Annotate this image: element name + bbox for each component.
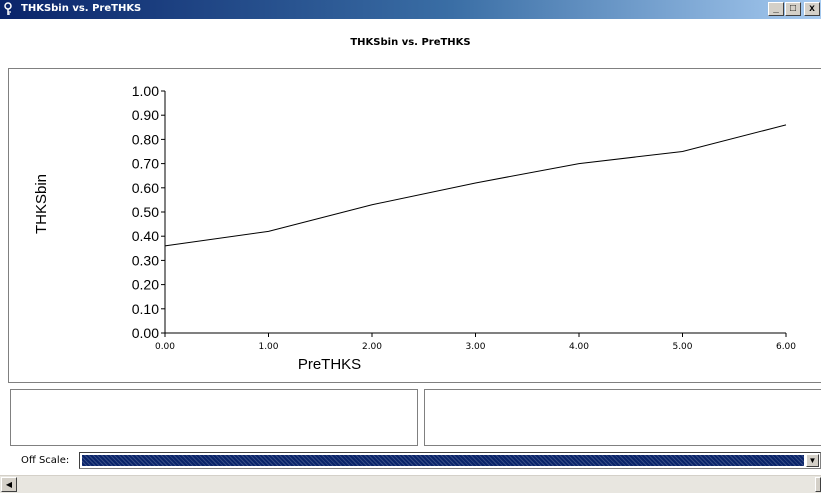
line-chart: 0.00 0.10 0.20 0.30 0.40 0.50 0.60 0.70 0.80 0.90… — [33, 83, 796, 373]
offscale-dropdown[interactable]: ▼ — [79, 452, 821, 469]
chart-header-title: THKSbin vs. PreTHKS — [350, 37, 471, 48]
chart-panel: 0.00 0.10 0.20 0.30 0.40 0.50 0.60 0.70 0.80 0.90… — [8, 68, 821, 383]
y-tick-label: 0.20 — [132, 277, 159, 293]
y-tick-label: 0.00 — [132, 325, 159, 341]
restore-button[interactable]: □ — [785, 2, 801, 16]
y-tick-label: 0.50 — [132, 204, 159, 220]
x-axis-label: PreTHKS — [298, 356, 361, 373]
x-tick-label: 3.00 — [465, 342, 485, 352]
minimize-button[interactable]: _ — [768, 2, 784, 16]
y-tick-label: 0.30 — [132, 252, 159, 268]
y-tick-label: 0.60 — [132, 180, 159, 196]
x-tick-label: 5.00 — [672, 342, 692, 352]
info-panel-right — [424, 389, 821, 446]
offscale-label: Off Scale: — [21, 455, 70, 466]
series-line — [164, 124, 787, 247]
close-button[interactable]: x — [804, 2, 820, 16]
horizontal-scrollbar[interactable]: ◀ — [0, 475, 821, 493]
y-tick-label: 0.40 — [132, 228, 159, 244]
chevron-down-icon[interactable]: ▼ — [806, 454, 819, 467]
offscale-selection-fill — [82, 455, 804, 466]
info-panel-left — [10, 389, 418, 446]
window-title-bar[interactable]: THKSbin vs. PreTHKS _ □ x — [0, 0, 821, 19]
x-tick-label: 4.00 — [569, 342, 589, 352]
y-tick-label: 0.90 — [132, 107, 159, 123]
y-tick-label: 1.00 — [132, 83, 159, 99]
x-tick-label: 0.00 — [155, 342, 175, 352]
scroll-thumb[interactable] — [815, 477, 821, 492]
x-tick-label: 1.00 — [258, 342, 278, 352]
y-tick-label: 0.80 — [132, 131, 159, 147]
y-tick-label: 0.10 — [132, 301, 159, 317]
y-tick-label: 0.70 — [132, 156, 159, 172]
x-tick-label: 6.00 — [776, 342, 796, 352]
scroll-left-button[interactable]: ◀ — [1, 477, 17, 492]
window-title: THKSbin vs. PreTHKS — [21, 3, 142, 14]
x-tick-label: 2.00 — [362, 342, 382, 352]
y-axis-label: THKSbin — [33, 174, 50, 234]
key-icon — [4, 2, 12, 15]
